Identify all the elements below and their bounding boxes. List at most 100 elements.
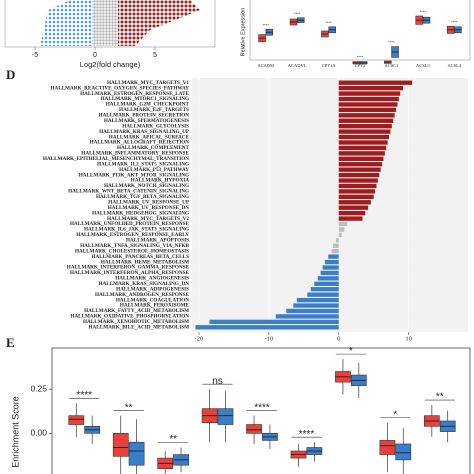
x-tick-label: CPT2 bbox=[355, 63, 366, 68]
y-tick-label: HALLMARK_INFLAMMATORY_RESPONSE bbox=[81, 151, 189, 157]
significance: * bbox=[393, 409, 397, 420]
bar bbox=[338, 140, 388, 145]
bar bbox=[338, 85, 404, 91]
y-tick-label: HALLMARK_P53_PATHWAY bbox=[119, 167, 189, 173]
y-tick-label: HALLMARK_WNT_BETA_CATENIN_SIGNALING bbox=[68, 189, 189, 195]
bar bbox=[338, 189, 376, 194]
y-tick-label: HALLMARK_KRAS_SIGNALING_UP bbox=[99, 129, 190, 135]
bar bbox=[338, 200, 371, 205]
x-tick-label: ACSL3 bbox=[416, 63, 431, 68]
significance: **** bbox=[388, 40, 395, 45]
y-tick-label: HALLMARK_TNFA_SIGNALING_VIA_NFKB bbox=[80, 243, 189, 249]
x-tick-label: -10 bbox=[265, 335, 274, 342]
bar bbox=[333, 243, 339, 248]
x-tick-label: ACSL1 bbox=[385, 63, 399, 68]
significance: * bbox=[349, 346, 353, 357]
panel-label: E bbox=[6, 335, 15, 350]
y-tick-label: HALLMARK_EPITHELIAL_MESENCHYMAL_TRANSITI… bbox=[43, 156, 189, 162]
bar bbox=[338, 118, 394, 123]
y-tick-label: HALLMARK_UV_RESPONSE_UP bbox=[108, 199, 190, 205]
x-tick-label: ACSL4 bbox=[447, 63, 462, 68]
y-tick-label: HALLMARK_SPERMATOGENESIS bbox=[104, 118, 189, 124]
bar bbox=[338, 183, 377, 189]
bar bbox=[338, 194, 374, 200]
y-tick-label: HALLMARK_CHOLESTEROL_HOMEOSTASIS bbox=[75, 248, 189, 254]
x-tick-label: 5 bbox=[153, 52, 157, 59]
y-tick-label: 0.25 bbox=[30, 383, 47, 393]
y-tick-label: HALLMARK_MYC_TARGETS_V1 bbox=[107, 80, 189, 86]
box bbox=[217, 408, 234, 425]
y-tick-label: HALLMARK_OXIDATIVE_PHOSPHORYLATION bbox=[70, 314, 189, 320]
y-tick-label: HALLMARK_IL2_STAT5_SIGNALING bbox=[97, 161, 189, 167]
volcano-ns-cloud bbox=[92, 0, 118, 46]
y-tick-label: HALLMARK_UNFOLDED_PROTEIN_RESPONSE bbox=[70, 221, 190, 227]
x-tick-label: CPT1A bbox=[322, 63, 337, 68]
bar bbox=[338, 80, 413, 85]
y-tick-label: HALLMARK_ALLOGRAFT_REJECTION bbox=[90, 140, 190, 146]
y-tick-label: HALLMARK_ESTROGEN_RESPONSE_LATE bbox=[80, 91, 189, 97]
bar bbox=[338, 172, 380, 178]
significance: ** bbox=[125, 402, 133, 413]
y-tick-label: HALLMARK_REACTIVE_OXYGEN_SPECIES_PATHWAY bbox=[50, 85, 189, 91]
bar bbox=[338, 221, 348, 227]
y-tick-label: HALLMARK_HYPOXIA bbox=[131, 178, 189, 184]
expression-frame bbox=[249, 0, 471, 61]
bar bbox=[331, 249, 339, 254]
box bbox=[112, 433, 129, 457]
bar bbox=[338, 232, 342, 238]
y-tick-label: HALLMARK_NOTCH_SIGNALING bbox=[104, 183, 189, 189]
panel-label: D bbox=[6, 67, 15, 82]
y-tick-label: HALLMARK_TGF_BETA_SIGNALING bbox=[96, 194, 189, 200]
y-tick-label: HALLMARK_G2M_CHECKPOINT bbox=[106, 102, 190, 108]
x-tick-label: ACADVL bbox=[288, 63, 307, 68]
bar bbox=[209, 319, 339, 325]
y-axis-label: Relative Expression bbox=[240, 8, 246, 57]
y-tick-label: HALLMARK_ESTROGEN_RESPONSE_EARLY bbox=[76, 232, 189, 238]
significance: ns bbox=[212, 376, 223, 387]
y-tick-label: HALLMARK_APOPTOSIS bbox=[126, 238, 189, 244]
box bbox=[68, 415, 85, 425]
y-tick-label: HALLMARK_APICAL_SURFACE bbox=[109, 134, 190, 140]
y-tick-label: HALLMARK_MTORC1_SIGNALING bbox=[101, 96, 189, 102]
y-tick-label: HALLMARK_ANGIOGENESIS bbox=[115, 276, 189, 282]
y-tick-label: HALLMARK_XENOBIOTIC_METABOLISM bbox=[83, 319, 189, 325]
box bbox=[246, 424, 262, 434]
bar bbox=[307, 292, 339, 297]
y-tick-label: HALLMARK_MYC_TARGETS_V2 bbox=[107, 216, 189, 222]
bar bbox=[338, 156, 384, 161]
y-axis-label: Enrichment Score bbox=[10, 396, 20, 468]
y-tick-label: HALLMARK_KRAS_SIGNALING_DN bbox=[98, 281, 189, 287]
significance: **** bbox=[325, 20, 332, 25]
y-tick-label: HALLMARK_UV_RESPONSE_DN bbox=[108, 205, 190, 211]
volcano-up-cloud bbox=[118, 0, 200, 46]
significance: **** bbox=[294, 11, 301, 16]
bar bbox=[338, 151, 385, 156]
significance: **** bbox=[76, 390, 92, 401]
bar bbox=[338, 145, 387, 151]
bar bbox=[296, 297, 339, 303]
y-tick-label: HALLMARK_FATTY_ACID_METABOLISM bbox=[84, 308, 189, 314]
bar bbox=[328, 254, 339, 259]
y-tick-label: HALLMARK_PROTEIN_SECRETION bbox=[98, 113, 189, 119]
y-tick-label: HALLMARK_COMPLEMENT bbox=[117, 145, 190, 151]
y-tick-label: HALLMARK_E2F_TARGETS bbox=[119, 107, 189, 113]
significance: **** bbox=[254, 402, 270, 413]
significance: **** bbox=[451, 19, 458, 24]
y-tick-label: HALLMARK_COAGULATION bbox=[116, 297, 189, 303]
bar bbox=[338, 124, 392, 129]
y-tick-label: HALLMARK_IL6_JAK_STAT3_SIGNALING bbox=[84, 227, 189, 233]
significance: **** bbox=[420, 9, 427, 14]
y-tick-label: HALLMARK_INTERFERON_ALPHA_RESPONSE bbox=[70, 270, 190, 276]
x-tick-label: -20 bbox=[195, 335, 204, 342]
bar bbox=[338, 107, 397, 113]
y-tick-label: HALLMARK_ANDROGEN_RESPONSE bbox=[95, 292, 190, 298]
bar bbox=[338, 216, 363, 221]
y-tick-label: 0.00 bbox=[30, 428, 47, 438]
bar bbox=[338, 178, 378, 183]
bar bbox=[338, 113, 395, 118]
x-axis-label: Log2(fold change) bbox=[80, 60, 141, 69]
bar bbox=[338, 162, 383, 167]
bar bbox=[324, 259, 339, 265]
